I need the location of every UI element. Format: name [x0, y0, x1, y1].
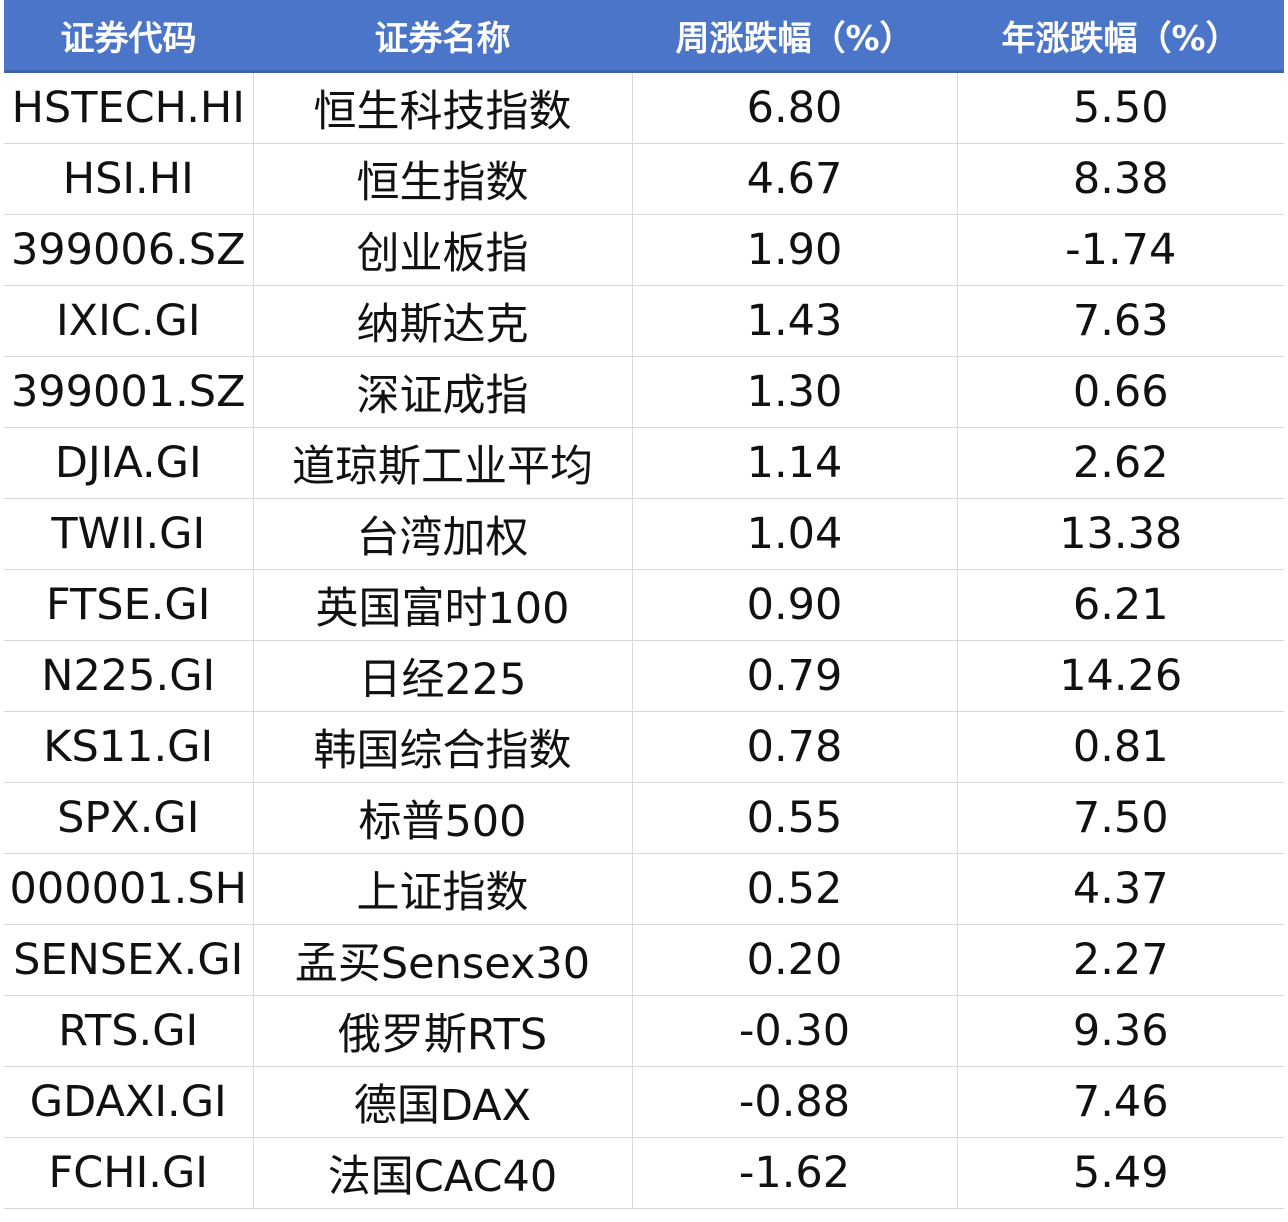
- table-cell: IXIC.GI: [4, 285, 254, 357]
- table-cell: 标普500: [252, 782, 633, 854]
- table-cell: 恒生科技指数: [252, 71, 633, 144]
- table-cell: 14.26: [956, 640, 1284, 712]
- table-cell: 上证指数: [252, 853, 633, 925]
- table-cell: -0.30: [631, 995, 958, 1067]
- table-cell: 1.14: [631, 427, 958, 499]
- table-cell: 日经225: [252, 640, 633, 712]
- table-cell: 7.50: [956, 782, 1284, 854]
- header-cell: 年涨跌幅（%）: [957, 0, 1284, 73]
- table-cell: 7.46: [956, 1066, 1284, 1138]
- table-cell: 英国富时100: [252, 569, 633, 641]
- table-cell: GDAXI.GI: [4, 1066, 254, 1138]
- table-cell: -0.88: [631, 1066, 958, 1138]
- table-cell: 孟买Sensex30: [252, 924, 633, 996]
- table-row: FTSE.GI 英国富时100 0.90 6.21: [4, 569, 1284, 641]
- table-cell: 2.62: [956, 427, 1284, 499]
- table-body: HSTECH.HI 恒生科技指数 6.80 5.50 HSI.HI 恒生指数 4.67 8.3…: [4, 71, 1284, 1209]
- table-cell: 1.04: [631, 498, 958, 570]
- table-cell: 深证成指: [252, 356, 633, 428]
- table-row: IXIC.GI 纳斯达克 1.43 7.63: [4, 285, 1284, 357]
- table-row: DJIA.GI 道琼斯工业平均 1.14 2.62: [4, 427, 1284, 499]
- table-cell: 法国CAC40: [252, 1137, 633, 1209]
- table-cell: DJIA.GI: [4, 427, 254, 499]
- table-row: GDAXI.GI 德国DAX -0.88 7.46: [4, 1066, 1284, 1138]
- table-cell: 恒生指数: [252, 143, 633, 215]
- table-cell: 8.38: [956, 143, 1284, 215]
- table-row: HSI.HI 恒生指数 4.67 8.38: [4, 143, 1284, 215]
- table-cell: N225.GI: [4, 640, 254, 712]
- header-cell: 证券代码: [4, 0, 253, 73]
- table-cell: 1.90: [631, 214, 958, 286]
- table-row: 000001.SH 上证指数 0.52 4.37: [4, 853, 1284, 925]
- table-cell: 6.21: [956, 569, 1284, 641]
- table-cell: 5.50: [956, 71, 1284, 144]
- table-cell: 6.80: [631, 71, 958, 144]
- table-row: SENSEX.GI 孟买Sensex30 0.20 2.27: [4, 924, 1284, 996]
- table-cell: 0.90: [631, 569, 958, 641]
- table-cell: 1.43: [631, 285, 958, 357]
- header-row: 证券代码 证券名称 周涨跌幅（%） 年涨跌幅（%）: [4, 0, 1284, 73]
- table-cell: 俄罗斯RTS: [252, 995, 633, 1067]
- table-row: RTS.GI 俄罗斯RTS -0.30 9.36: [4, 995, 1284, 1067]
- table-row: HSTECH.HI 恒生科技指数 6.80 5.50: [4, 71, 1284, 144]
- header-cell: 周涨跌幅（%）: [632, 0, 957, 73]
- table-row: FCHI.GI 法国CAC40 -1.62 5.49: [4, 1137, 1284, 1209]
- table-cell: 0.55: [631, 782, 958, 854]
- table-cell: 0.78: [631, 711, 958, 783]
- table-cell: -1.74: [956, 214, 1284, 286]
- table-cell: 0.52: [631, 853, 958, 925]
- table-cell: 2.27: [956, 924, 1284, 996]
- table-cell: SENSEX.GI: [4, 924, 254, 996]
- table-cell: 创业板指: [252, 214, 633, 286]
- table-row: N225.GI 日经225 0.79 14.26: [4, 640, 1284, 712]
- table-cell: 4.37: [956, 853, 1284, 925]
- table-cell: TWII.GI: [4, 498, 254, 570]
- table-cell: 399001.SZ: [4, 356, 254, 428]
- table-cell: 4.67: [631, 143, 958, 215]
- table-row: KS11.GI 韩国综合指数 0.78 0.81: [4, 711, 1284, 783]
- table-cell: 台湾加权: [252, 498, 633, 570]
- header-cell: 证券名称: [253, 0, 632, 73]
- table-cell: 0.20: [631, 924, 958, 996]
- table-cell: HSTECH.HI: [4, 71, 254, 144]
- table-cell: 0.66: [956, 356, 1284, 428]
- table-cell: 9.36: [956, 995, 1284, 1067]
- table-row: 399006.SZ 创业板指 1.90 -1.74: [4, 214, 1284, 286]
- table-cell: SPX.GI: [4, 782, 254, 854]
- index-table: 证券代码 证券名称 周涨跌幅（%） 年涨跌幅（%） HSTECH.HI 恒生科技指数 6.…: [4, 0, 1284, 1209]
- table-cell: 000001.SH: [4, 853, 254, 925]
- table-cell: FTSE.GI: [4, 569, 254, 641]
- table-row: 399001.SZ 深证成指 1.30 0.66: [4, 356, 1284, 428]
- table-cell: 0.79: [631, 640, 958, 712]
- table-cell: 399006.SZ: [4, 214, 254, 286]
- table-cell: 0.81: [956, 711, 1284, 783]
- table-cell: 5.49: [956, 1137, 1284, 1209]
- table-row: TWII.GI 台湾加权 1.04 13.38: [4, 498, 1284, 570]
- table-cell: 1.30: [631, 356, 958, 428]
- table-cell: 纳斯达克: [252, 285, 633, 357]
- table-cell: RTS.GI: [4, 995, 254, 1067]
- table-cell: 7.63: [956, 285, 1284, 357]
- table-cell: 13.38: [956, 498, 1284, 570]
- table-cell: FCHI.GI: [4, 1137, 254, 1209]
- table-row: SPX.GI 标普500 0.55 7.50: [4, 782, 1284, 854]
- table-cell: KS11.GI: [4, 711, 254, 783]
- table-cell: HSI.HI: [4, 143, 254, 215]
- table-cell: 道琼斯工业平均: [252, 427, 633, 499]
- table-cell: -1.62: [631, 1137, 958, 1209]
- table-cell: 韩国综合指数: [252, 711, 633, 783]
- table-cell: 德国DAX: [252, 1066, 633, 1138]
